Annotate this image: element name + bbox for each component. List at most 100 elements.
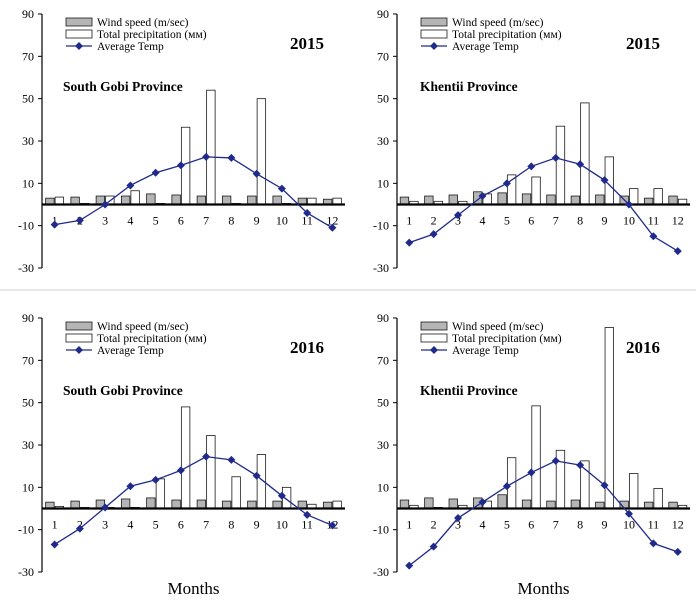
wind-bar: [595, 194, 605, 205]
legend-wind-label: Wind speed (m/sec): [452, 321, 544, 333]
wind-bar: [171, 194, 181, 205]
temp-point: [624, 200, 633, 209]
y-tick-label: -30: [373, 261, 389, 275]
temp-point: [405, 561, 414, 570]
temp-point: [478, 192, 487, 201]
temp-point: [502, 482, 511, 491]
wind-bar: [570, 499, 581, 509]
y-tick-label: -10: [18, 219, 34, 233]
temp-point: [328, 521, 337, 530]
temp-point: [303, 510, 312, 519]
y-tick-label: 30: [22, 438, 34, 452]
x-tick-label: 9: [602, 518, 608, 532]
legend-precip-swatch: [65, 333, 93, 343]
precip-bar: [206, 89, 216, 205]
temp-point: [649, 539, 658, 548]
temp-point: [649, 232, 658, 241]
temp-point: [252, 471, 261, 480]
x-tick-label: 11: [301, 214, 313, 228]
precip-bar: [653, 188, 663, 205]
chart-title: Khentii Province: [420, 79, 518, 94]
chart-year: 2015: [626, 34, 660, 53]
wind-bar: [247, 195, 257, 205]
legend-temp-label: Average Temp: [452, 41, 519, 53]
x-tick-label: 3: [102, 214, 108, 228]
temp-point: [151, 475, 160, 484]
legend-wind-swatch: [420, 321, 448, 331]
precip-bar: [332, 500, 342, 509]
temp-point: [551, 153, 560, 162]
precip-bar: [256, 98, 267, 205]
wind-bar: [448, 194, 458, 205]
temp-point: [576, 160, 585, 169]
y-tick-label: 50: [377, 396, 389, 410]
x-tick-label: 5: [153, 518, 159, 532]
y-tick-label: 50: [377, 92, 389, 106]
wind-bar: [221, 500, 232, 509]
precip-bar: [54, 196, 65, 205]
x-tick-label: 10: [276, 214, 288, 228]
temp-point: [502, 179, 511, 188]
temp-point: [227, 153, 236, 162]
temp-point: [252, 169, 261, 178]
temp-point: [176, 161, 185, 170]
wind-bar: [297, 500, 308, 509]
wind-bar: [221, 195, 232, 205]
x-tick-label: 3: [455, 518, 461, 532]
precip-bar: [155, 478, 166, 509]
chart-year: 2015: [290, 34, 324, 53]
x-tick-label: 11: [648, 518, 660, 532]
x-tick-label: 6: [178, 214, 184, 228]
wind-bar: [272, 195, 282, 205]
y-tick-label: -10: [18, 523, 34, 537]
legend-temp-marker: [430, 42, 438, 50]
y-tick-label: 30: [377, 134, 389, 148]
temp-point: [673, 547, 682, 556]
precip-bar: [629, 473, 639, 509]
legend-temp-label: Average Temp: [452, 345, 519, 357]
y-tick-label: 10: [377, 480, 389, 494]
wind-bar: [196, 499, 207, 509]
wind-bar: [521, 193, 532, 205]
precip-bar: [231, 476, 241, 509]
y-tick-label: 10: [22, 176, 34, 190]
x-tick-label: 1: [406, 214, 412, 228]
precip-bar: [206, 435, 216, 509]
x-tick-label: 4: [479, 518, 485, 532]
wind-bar: [196, 195, 207, 205]
x-tick-label: 1: [52, 518, 58, 532]
wind-bar: [424, 497, 434, 509]
wind-bar: [497, 494, 507, 509]
x-tick-label: 8: [577, 518, 583, 532]
x-tick-label: 3: [102, 518, 108, 532]
x-tick-label: 6: [528, 518, 534, 532]
x-tick-label: 5: [504, 214, 510, 228]
x-tick-label: 2: [77, 518, 83, 532]
x-tick-label: 10: [276, 518, 288, 532]
temp-point: [405, 238, 414, 247]
x-tick-label: 9: [254, 214, 260, 228]
precip-bar: [531, 405, 541, 509]
temp-point: [176, 466, 185, 475]
temp-line: [408, 460, 679, 567]
x-tick-label: 7: [203, 214, 209, 228]
wind-bar: [70, 500, 80, 509]
x-tick-label: 10: [623, 518, 635, 532]
legend-temp-marker: [75, 346, 83, 354]
temp-point: [202, 152, 211, 161]
precip-bar: [629, 188, 639, 205]
temp-point: [202, 452, 211, 461]
precip-bar: [580, 102, 590, 205]
x-axis-label: Months: [518, 579, 570, 598]
temp-point: [624, 509, 633, 518]
wind-bar: [146, 497, 156, 509]
wind-bar: [272, 500, 282, 509]
wind-bar: [70, 196, 80, 205]
legend-temp-marker: [430, 346, 438, 354]
temp-point: [126, 482, 135, 491]
x-tick-label: 12: [672, 214, 684, 228]
y-tick-label: 70: [377, 353, 389, 367]
